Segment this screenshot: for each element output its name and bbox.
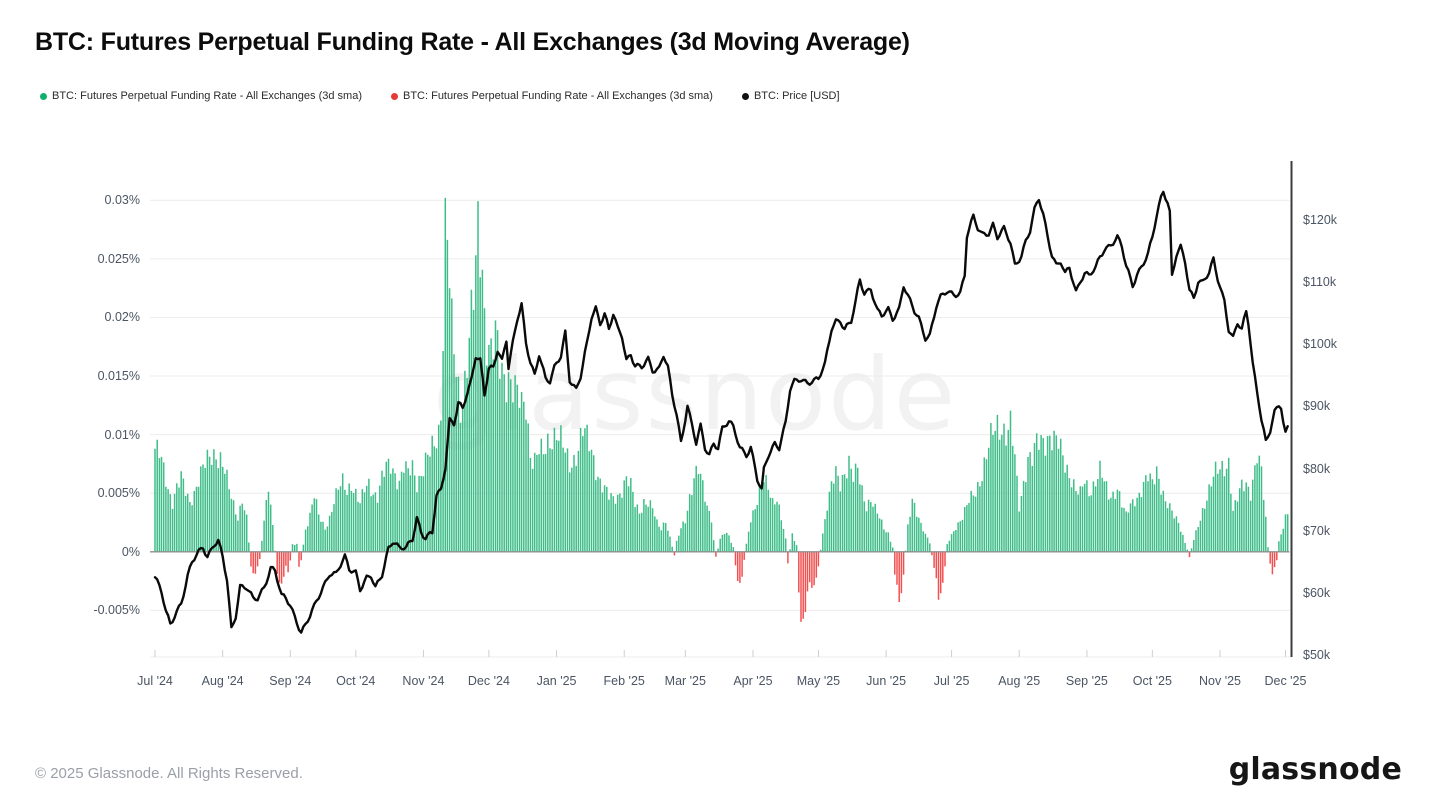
x-axis-label-month: Dec '24 bbox=[467, 674, 510, 688]
legend-dot-icon bbox=[741, 92, 749, 100]
legend-label: BTC: Futures Perpetual Funding Rate - Al… bbox=[52, 90, 362, 102]
legend-dot-icon bbox=[40, 92, 47, 100]
y-axis-label-price: $120k bbox=[1303, 212, 1338, 227]
y-axis-label-price: $110k bbox=[1303, 275, 1337, 290]
legend-item-btc-price[interactable]: BTC: Price [USD] bbox=[741, 90, 840, 102]
y-axis-label-funding: 0.025% bbox=[97, 251, 140, 266]
x-axis-label-month: Aug '25 bbox=[998, 674, 1041, 688]
y-axis-label-funding: 0.01% bbox=[104, 427, 140, 442]
glassnode-logo: glassnode bbox=[1228, 752, 1402, 787]
y-axis-label-price: $80k bbox=[1303, 461, 1331, 476]
y-axis-label-funding: 0.015% bbox=[97, 369, 140, 384]
x-axis-label-month: Oct '25 bbox=[1132, 674, 1172, 688]
legend-label: BTC: Price [USD] bbox=[753, 90, 840, 102]
y-axis-label-price: $50k bbox=[1303, 648, 1331, 662]
chart-legend: BTC: Futures Perpetual Funding Rate - Al… bbox=[40, 90, 840, 102]
x-axis-label-month: Jun '25 bbox=[866, 674, 907, 688]
x-axis-label-month: Dec '25 bbox=[1264, 674, 1307, 688]
y-axis-label-price: $60k bbox=[1303, 585, 1331, 600]
x-axis-label-month: Jan '25 bbox=[536, 674, 577, 688]
copyright-text: © 2025 Glassnode. All Rights Reserved. bbox=[35, 765, 303, 782]
legend-item-funding-rate-negative[interactable]: BTC: Futures Perpetual Funding Rate - Al… bbox=[390, 90, 713, 102]
y-axis-label-price: $100k bbox=[1303, 337, 1338, 352]
y-axis-label-funding: 0.03% bbox=[104, 193, 140, 208]
x-axis-label-month: Mar '25 bbox=[664, 674, 706, 688]
legend-label: BTC: Futures Perpetual Funding Rate - Al… bbox=[402, 90, 713, 102]
legend-dot-icon bbox=[390, 92, 398, 100]
x-axis-label-month: Jul '25 bbox=[933, 674, 970, 688]
x-axis-label-month: Sep '24 bbox=[269, 674, 312, 688]
x-axis-label-month: Jul '24 bbox=[137, 674, 173, 688]
btc-price-line bbox=[153, 190, 1289, 634]
x-axis-label-month: Sep '25 bbox=[1065, 674, 1108, 688]
funding-rate-negative-bars bbox=[250, 551, 1278, 622]
y-axis-label-funding: 0% bbox=[121, 544, 140, 559]
y-axis-label-funding: 0.02% bbox=[104, 310, 140, 325]
y-axis-label-price: $70k bbox=[1303, 523, 1331, 538]
x-axis-label-month: Nov '24 bbox=[402, 674, 445, 688]
x-axis-label-month: Oct '24 bbox=[336, 674, 376, 688]
x-axis-label-month: Aug '24 bbox=[201, 674, 244, 688]
y-axis-label-funding: -0.005% bbox=[93, 603, 140, 618]
y-axis-label-price: $90k bbox=[1303, 399, 1331, 414]
page-title: BTC: Futures Perpetual Funding Rate - Al… bbox=[35, 28, 910, 56]
y-axis-label-funding: 0.005% bbox=[97, 486, 140, 501]
funding-rate-positive-bars bbox=[154, 197, 1289, 552]
x-axis-label-month: Apr '25 bbox=[733, 674, 773, 688]
x-axis-label-month: Feb '25 bbox=[603, 674, 645, 688]
x-axis-label-month: May '25 bbox=[796, 674, 841, 688]
legend-item-funding-rate-positive[interactable]: BTC: Futures Perpetual Funding Rate - Al… bbox=[40, 90, 362, 102]
x-axis-label-month: Nov '25 bbox=[1199, 674, 1241, 688]
